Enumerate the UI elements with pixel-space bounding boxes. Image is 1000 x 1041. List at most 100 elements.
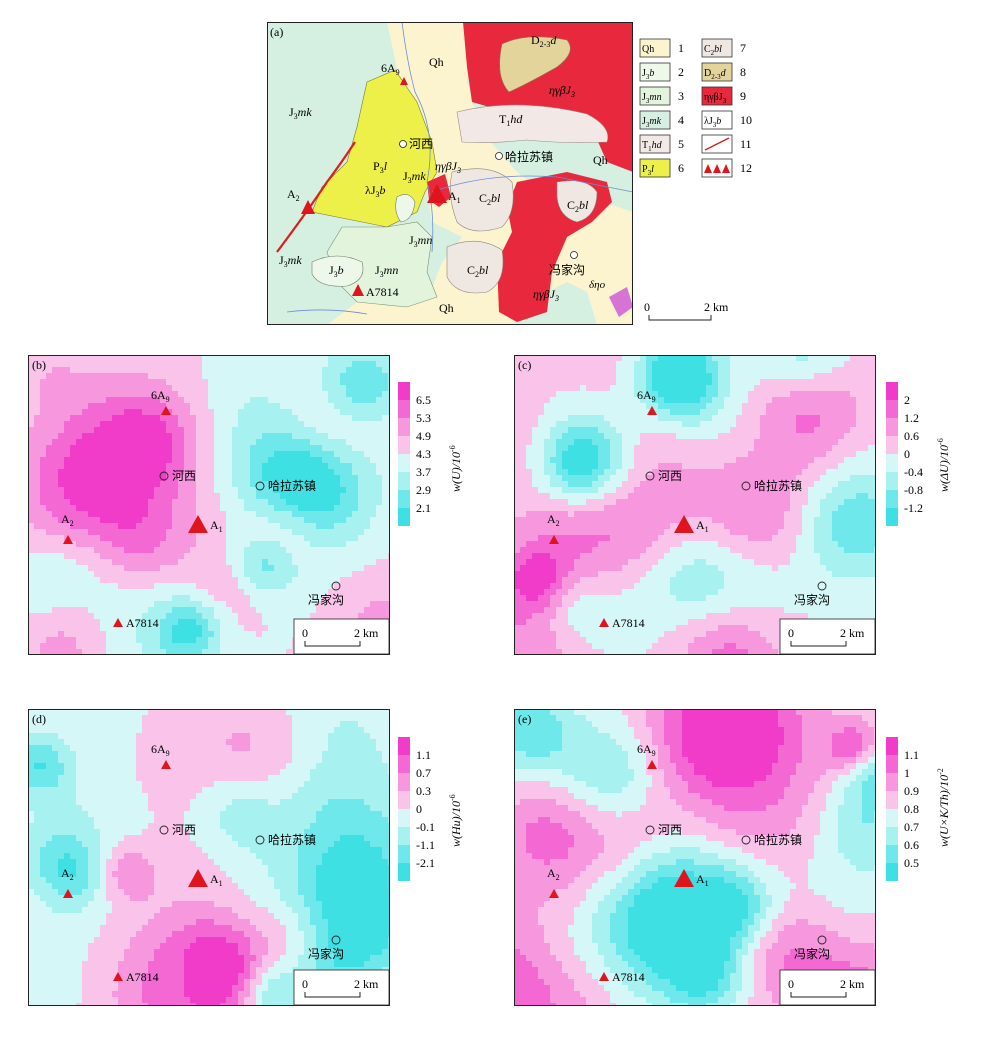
contour-cell (772, 373, 778, 379)
contour-cell (688, 367, 694, 373)
contour-cell (268, 451, 274, 457)
contour-cell (760, 367, 766, 373)
deposit-a7814-icon (352, 284, 364, 296)
contour-cell (190, 511, 196, 517)
contour-cell (118, 415, 124, 421)
contour-cell (526, 385, 532, 391)
contour-cell (82, 421, 88, 427)
contour-cell (712, 379, 718, 385)
contour-cell (646, 493, 652, 499)
contour-cell (94, 559, 100, 565)
contour-cell (244, 427, 250, 433)
contour-cell (556, 427, 562, 433)
contour-cell (328, 553, 334, 559)
contour-cell (142, 451, 148, 457)
contour-cell (232, 463, 238, 469)
contour-cell (532, 397, 538, 403)
contour-cell (136, 379, 142, 385)
contour-cell (766, 463, 772, 469)
contour-cell (70, 637, 76, 643)
contour-cell (124, 505, 130, 511)
contour-cell (376, 499, 382, 505)
contour-cell (316, 451, 322, 457)
contour-cell (34, 493, 40, 499)
contour-cell (382, 421, 388, 427)
contour-cell (766, 523, 772, 529)
contour-cell (844, 499, 850, 505)
contour-cell (706, 391, 712, 397)
contour-cell (142, 421, 148, 427)
contour-cell (226, 577, 232, 583)
contour-cell (184, 613, 190, 619)
contour-cell (784, 493, 790, 499)
contour-cell (280, 607, 286, 613)
contour-cell (358, 415, 364, 421)
contour-cell (100, 577, 106, 583)
contour-cell (820, 433, 826, 439)
contour-cell (616, 433, 622, 439)
contour-cell (730, 397, 736, 403)
contour-cell (70, 451, 76, 457)
contour-cell (238, 649, 244, 655)
contour-cell (514, 481, 520, 487)
contour-cell (64, 487, 70, 493)
contour-cell (52, 373, 58, 379)
contour-cell (112, 607, 118, 613)
contour-cell (76, 589, 82, 595)
contour-cell (646, 505, 652, 511)
contour-cell (862, 415, 868, 421)
contour-cell (124, 643, 130, 649)
contour-cell (856, 367, 862, 373)
contour-cell (292, 559, 298, 565)
contour-cell (838, 373, 844, 379)
contour-cell (298, 469, 304, 475)
contour-cell (532, 493, 538, 499)
contour-cell (226, 355, 232, 361)
contour-cell (658, 391, 664, 397)
contour-cell (286, 553, 292, 559)
contour-cell (154, 613, 160, 619)
contour-cell (154, 391, 160, 397)
contour-cell (772, 493, 778, 499)
contour-cell (304, 607, 310, 613)
contour-cell (640, 475, 646, 481)
contour-cell (718, 457, 724, 463)
contour-cell (130, 499, 136, 505)
contour-cell (148, 511, 154, 517)
contour-cell (352, 403, 358, 409)
contour-cell (238, 403, 244, 409)
contour-cell (790, 505, 796, 511)
contour-cell (826, 409, 832, 415)
contour-cell (334, 421, 340, 427)
contour-cell (736, 415, 742, 421)
contour-cell (298, 373, 304, 379)
contour-cell (838, 469, 844, 475)
contour-cell (202, 595, 208, 601)
contour-cell (130, 475, 136, 481)
contour-cell (826, 469, 832, 475)
contour-cell (112, 547, 118, 553)
contour-cell (238, 595, 244, 601)
contour-cell (28, 619, 34, 625)
contour-cell (82, 505, 88, 511)
contour-cell (550, 529, 556, 535)
contour-cell (370, 583, 376, 589)
contour-cell (268, 421, 274, 427)
contour-cell (832, 457, 838, 463)
contour-cell (274, 523, 280, 529)
contour-cell (322, 373, 328, 379)
contour-cell (154, 607, 160, 613)
contour-cell (556, 421, 562, 427)
contour-cell (652, 385, 658, 391)
contour-cell (46, 463, 52, 469)
contour-cell (604, 505, 610, 511)
contour-cell (634, 523, 640, 529)
contour-cell (634, 403, 640, 409)
contour-cell (250, 421, 256, 427)
contour-cell (850, 427, 856, 433)
contour-cell (808, 391, 814, 397)
contour-cell (706, 373, 712, 379)
contour-cell (550, 379, 556, 385)
contour-cell (832, 361, 838, 367)
contour-cell (370, 559, 376, 565)
